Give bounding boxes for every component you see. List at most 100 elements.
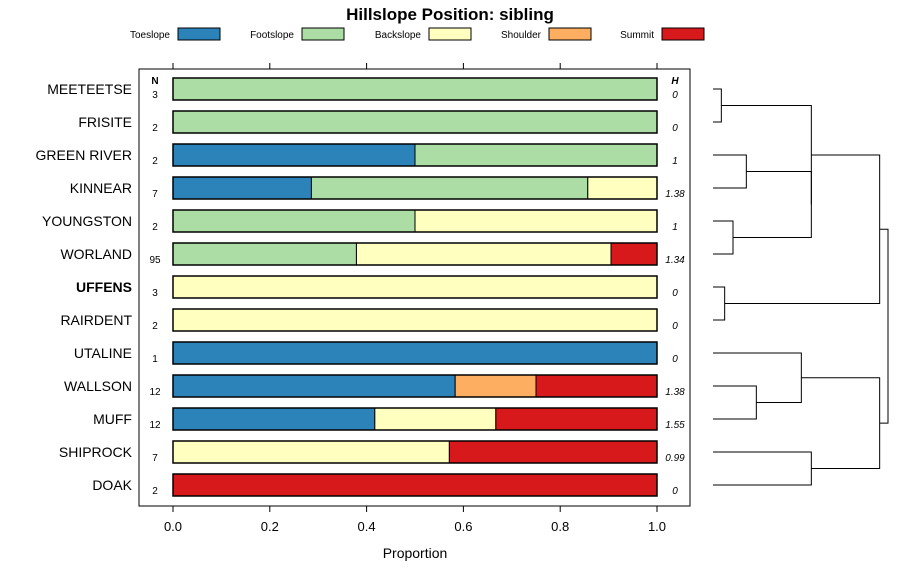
row-label: DOAK — [92, 477, 132, 493]
dendrogram-branch — [713, 385, 757, 420]
h-value: 1.38 — [665, 387, 685, 398]
bar-segment-summit — [172, 473, 658, 497]
n-value: 12 — [149, 387, 161, 398]
bar-outline — [172, 341, 658, 365]
h-value: 0 — [672, 321, 678, 332]
row-label: FRISITE — [78, 114, 132, 130]
plot-frame — [138, 68, 691, 507]
x-tick-label: 1.0 — [648, 519, 666, 534]
n-value: 2 — [152, 156, 158, 167]
bar-segment-backslope — [172, 275, 658, 299]
x-tick-label: 0.4 — [358, 519, 376, 534]
h-value: 0 — [672, 486, 678, 497]
bar-outline — [172, 143, 658, 167]
h-value: 1.55 — [665, 420, 685, 431]
n-column-header: N — [151, 76, 158, 87]
dendrogram-branch — [713, 220, 734, 255]
bar-outline — [172, 275, 658, 299]
row-label: YOUNGSTON — [42, 213, 132, 229]
bar-segment-footslope — [172, 77, 658, 101]
row-label: MUFF — [93, 411, 132, 427]
x-tick-label: 0.0 — [164, 519, 182, 534]
bar-segment-backslope — [172, 440, 450, 464]
legend-swatch-shoulder — [548, 27, 592, 41]
dendrogram-branch — [724, 154, 881, 304]
x-axis: 0.0 0.2 0.4 0.6 0.8 1.0 — [164, 63, 666, 534]
n-value: 2 — [152, 321, 158, 332]
x-axis-title: Proportion — [383, 545, 448, 561]
dendrogram-branch — [801, 377, 881, 469]
n-value: 2 — [152, 222, 158, 233]
row-youngston: YOUNGSTON 2 1 — [42, 209, 678, 233]
bar-outline — [172, 242, 658, 266]
bar-segment-footslope — [172, 110, 658, 134]
row-doak: DOAK 2 0 — [92, 473, 678, 497]
row-label: SHIPROCK — [59, 444, 133, 460]
legend: Toeslope Footslope Backslope Shoulder Summit — [130, 27, 705, 41]
bar-outline — [172, 440, 658, 464]
bar-outline — [172, 77, 658, 101]
bar-outline — [172, 209, 658, 233]
bar-outline — [172, 110, 658, 134]
dendrogram-branch — [721, 105, 812, 205]
bar-segment-backslope — [355, 242, 612, 266]
dendrogram-branch — [879, 228, 889, 424]
dendrogram-branch — [713, 286, 726, 321]
bar-outline — [172, 374, 658, 398]
legend-swatch-toeslope — [177, 27, 221, 41]
row-kinnear: KINNEAR 7 1.38 — [70, 176, 685, 200]
bar-segment-toeslope — [172, 407, 376, 431]
h-value: 1 — [672, 156, 678, 167]
n-value: 2 — [152, 123, 158, 134]
row-label: KINNEAR — [70, 180, 132, 196]
legend-swatch-summit — [661, 27, 705, 41]
bar-segment-backslope — [414, 209, 658, 233]
n-value: 7 — [152, 189, 158, 200]
row-wallson: WALLSON 12 1.38 — [64, 374, 685, 398]
h-value: 0.99 — [665, 453, 685, 464]
bar-outline — [172, 473, 658, 497]
bar-outline — [172, 407, 658, 431]
bar-outline — [172, 308, 658, 332]
bar-outline — [172, 176, 658, 200]
row-green-river: GREEN RIVER 2 1 — [36, 143, 678, 167]
h-value: 1.38 — [665, 189, 685, 200]
chart-title: Hillslope Position: sibling — [346, 5, 554, 24]
row-label: GREEN RIVER — [36, 147, 132, 163]
x-tick-label: 0.6 — [454, 519, 472, 534]
row-rairdent: RAIRDENT 2 0 — [60, 308, 678, 332]
bar-segment-footslope — [172, 242, 357, 266]
legend-label-summit: Summit — [620, 30, 654, 41]
dendrogram-branch — [713, 451, 812, 486]
dendrogram — [713, 88, 889, 486]
dendrogram-branch — [713, 88, 722, 123]
row-muff: MUFF 12 1.55 — [93, 407, 685, 431]
row-shiprock: SHIPROCK 7 0.99 — [59, 440, 685, 464]
n-value: 2 — [152, 486, 158, 497]
dendrogram-branch — [713, 154, 747, 189]
row-label: UTALINE — [74, 345, 132, 361]
h-column-header: H — [671, 76, 679, 87]
bar-segment-backslope — [374, 407, 497, 431]
legend-label-toeslope: Toeslope — [130, 30, 170, 41]
n-value: 7 — [152, 453, 158, 464]
row-meeteetse: MEETEETSE 3 0 — [47, 77, 678, 101]
row-label: MEETEETSE — [47, 81, 132, 97]
n-value: 1 — [152, 354, 158, 365]
bar-segment-footslope — [172, 209, 416, 233]
bar-segment-toeslope — [172, 143, 416, 167]
row-label: WORLAND — [60, 246, 132, 262]
bar-segment-summit — [610, 242, 658, 266]
row-utaline: UTALINE 1 0 — [74, 341, 678, 365]
row-label: UFFENS — [76, 279, 132, 295]
bar-segment-summit — [535, 374, 658, 398]
bar-segment-footslope — [310, 176, 589, 200]
bar-segment-backslope — [587, 176, 658, 200]
x-tick-label: 0.2 — [261, 519, 279, 534]
legend-label-shoulder: Shoulder — [501, 30, 542, 41]
legend-swatch-backslope — [428, 27, 472, 41]
row-frisite: FRISITE 2 0 — [78, 110, 678, 134]
n-value: 3 — [152, 288, 158, 299]
legend-label-footslope: Footslope — [250, 30, 294, 41]
